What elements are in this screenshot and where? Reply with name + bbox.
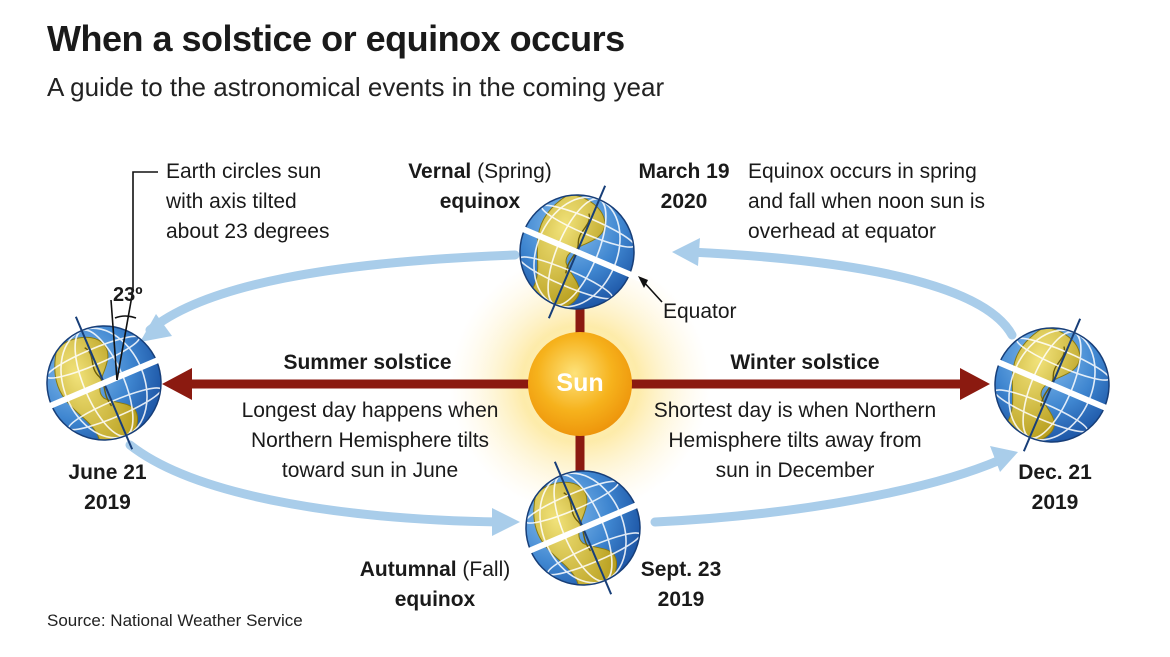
axis-note-line2: with axis tilted [166,190,297,213]
arrowhead-summer [162,368,192,400]
winter-date-line2: 2019 [1031,491,1079,514]
page-title: When a solstice or equinox occurs [47,18,625,59]
vernal-name-line: Vernal (Spring) [385,157,575,187]
autumnal-date-line1: Sept. 23 [640,558,722,581]
summer-date: June 21 2019 [55,458,160,518]
orbit-arrowhead-autumnal [492,508,520,536]
vernal-name-bold: Vernal [408,160,472,183]
winter-line1: Shortest day is when Northern [653,399,937,422]
vertical-reference-line [116,289,134,381]
angle-label: 23º [113,284,143,306]
orbit-arrowhead-vernal [672,238,700,266]
autumnal-date-line2: 2019 [657,588,705,611]
autumnal-name-line: Autumnal (Fall) [345,555,525,585]
winter-line2: Hemisphere tilts away from [668,429,922,452]
globe-vernal [484,158,669,345]
autumnal-date: Sept. 23 2019 [625,555,737,615]
vernal-label: Vernal (Spring) equinox [385,157,575,217]
page-subtitle: A guide to the astronomical events in th… [47,72,665,102]
equator-leader-arrowhead [638,276,648,288]
orbit-arc-bottom-left [125,440,505,527]
angle-arc [114,315,137,319]
orbit-arc-bottom-right [650,455,1005,527]
summer-solstice-title: Summer solstice [283,351,452,374]
autumnal-equinox-word: equinox [394,588,476,611]
orbit-arc-top-left [145,250,520,335]
globe-winter [959,291,1144,478]
equator-label: Equator [663,300,737,323]
autumnal-name-rest: (Fall) [456,558,511,581]
vernal-name-rest: (Spring) [471,160,552,183]
equinox-note: Equinox occurs in spring and fall when n… [748,157,985,247]
sun-label: Sun [556,369,604,397]
orbit-arc-top-right [685,247,1017,340]
arrowhead-winter [960,368,990,400]
summer-date-line1: June 21 [68,461,147,484]
globe-summer [11,289,196,476]
summer-line2: Northern Hemisphere tilts [250,429,490,452]
winter-date-line1: Dec. 21 [1018,461,1092,484]
orbit-arrowhead-summer [140,314,172,342]
tilted-axis-line [110,299,118,381]
vernal-equinox-word: equinox [439,190,521,213]
autumnal-label: Autumnal (Fall) equinox [345,555,525,615]
axis-note-leader [132,171,158,290]
vernal-date-line1: March 19 [638,160,730,183]
orbit-arrowhead-winter [990,446,1018,472]
source-credit: Source: National Weather Service [47,611,303,630]
summer-line1: Longest day happens when [241,399,499,422]
winter-date: Dec. 21 2019 [1005,458,1105,518]
vernal-date-line2: 2020 [660,190,708,213]
summer-description: Longest day happens when Northern Hemisp… [215,396,525,486]
equinox-note-line2: and fall when noon sun is [748,190,985,213]
autumnal-name-bold: Autumnal [359,558,457,581]
vernal-date: March 19 2020 [628,157,740,217]
sun [528,332,632,436]
axis-note-line3: about 23 degrees [166,220,330,243]
winter-description: Shortest day is when Northern Hemisphere… [635,396,955,486]
equinox-note-line1: Equinox occurs in spring [748,160,977,183]
globe-autumnal [490,434,675,621]
summer-date-line2: 2019 [84,491,131,514]
winter-solstice-title: Winter solstice [730,351,880,374]
equinox-note-line3: overhead at equator [748,220,936,243]
axis-note: Earth circles sun with axis tilted about… [166,157,329,247]
summer-line3: toward sun in June [281,459,459,482]
winter-line3: sun in December [715,459,875,482]
axis-note-line1: Earth circles sun [166,160,322,183]
